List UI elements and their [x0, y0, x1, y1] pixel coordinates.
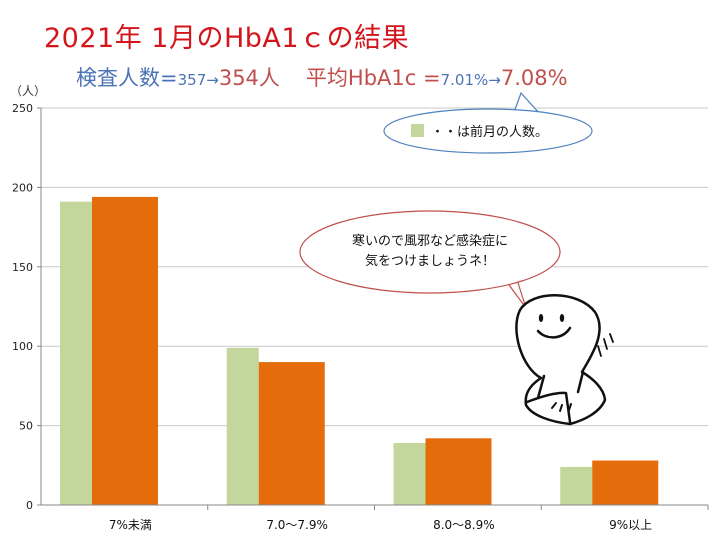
x-category-label: 7%未満 — [109, 518, 152, 532]
count-label: 検査人数= — [76, 66, 178, 90]
speech-line-2: 気をつけましょうネ！ — [364, 254, 495, 269]
avg-prev: 7.01% — [440, 71, 489, 89]
count-prev: 357 — [177, 71, 207, 89]
legend-text: ・・は前月の人数。 — [431, 124, 548, 140]
bar-current-month — [92, 196, 158, 506]
bar-previous-month — [393, 443, 426, 505]
mascot-character — [515, 294, 614, 426]
y-axis-unit: （人） — [10, 84, 47, 98]
x-category-label: 8.0〜8.9% — [433, 518, 495, 532]
summary-line: 検査人数=357→354人 平均HbA1c =7.01%→7.08% — [76, 62, 568, 92]
speech-line-1: 寒いので風邪など感染症に — [351, 234, 508, 249]
bar-current-month — [592, 460, 659, 505]
bar-previous-month — [560, 466, 593, 505]
avg-label: 平均HbA1c = — [305, 66, 441, 90]
bar-current-month — [258, 362, 325, 505]
count-now: 354人 — [218, 66, 280, 90]
page-title: 2021年 1月のHbA1ｃの結果 — [44, 23, 410, 54]
bar-current-month — [425, 438, 492, 505]
y-tick-label: 100 — [12, 340, 33, 353]
avg-now: 7.08% — [500, 66, 568, 90]
y-tick-label: 250 — [12, 102, 33, 115]
bar-previous-month — [226, 347, 259, 505]
x-category-label: 7.0〜7.9% — [266, 518, 328, 532]
legend-bubble: ・・は前月の人数。 — [383, 91, 593, 154]
arrow-icon: → — [488, 71, 501, 89]
x-category-label: 9%以上 — [609, 518, 652, 532]
speech-bubble — [299, 210, 561, 309]
y-tick-label: 50 — [19, 420, 33, 433]
bar-previous-month — [60, 201, 92, 505]
y-tick-label: 200 — [12, 181, 33, 194]
speech-bubble-text: 寒いので風邪など感染症に 気をつけましょうネ！ — [320, 232, 540, 272]
y-tick-label: 150 — [12, 261, 33, 274]
y-tick-label: 0 — [26, 499, 33, 512]
arrow-icon: → — [206, 71, 219, 89]
legend-swatch-previous — [411, 124, 424, 137]
